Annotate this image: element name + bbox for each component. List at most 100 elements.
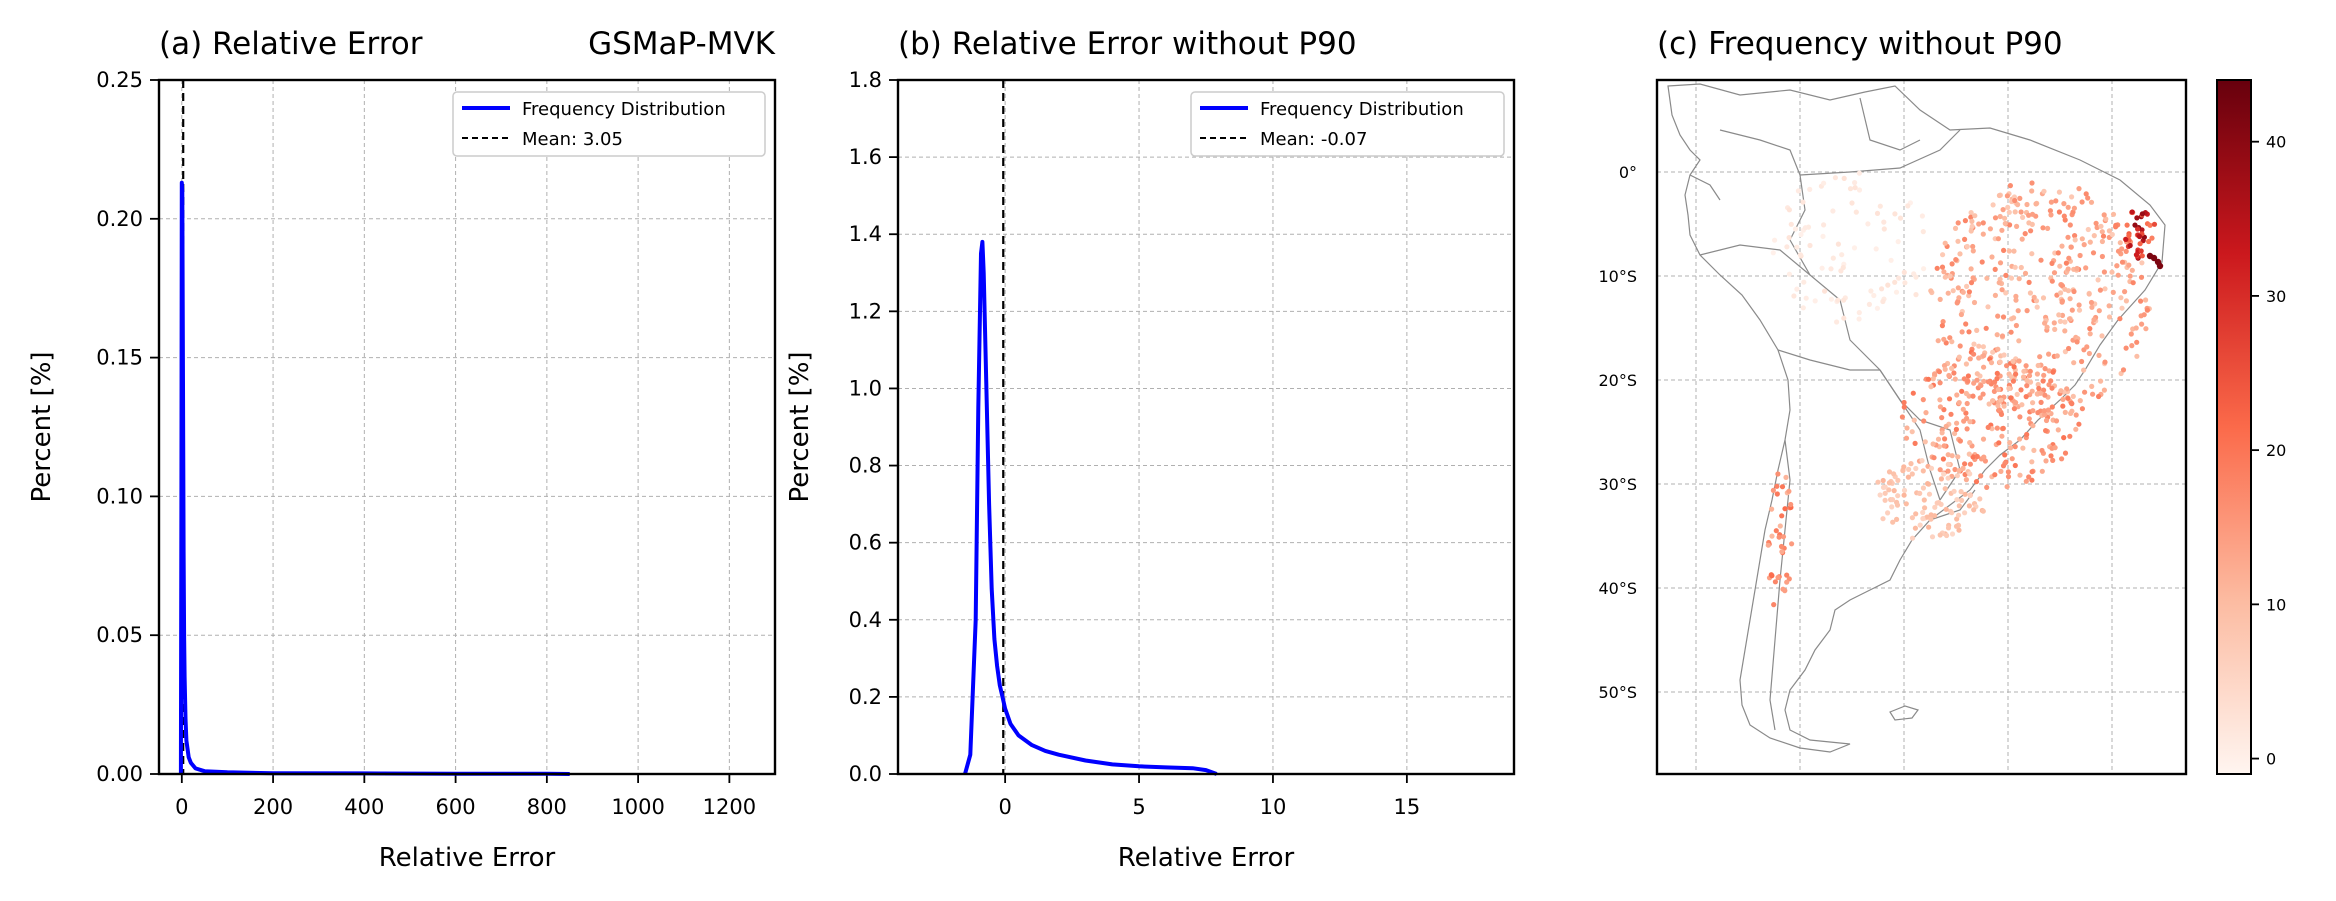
station-dot-510 xyxy=(1921,418,1927,424)
station-dot-778 xyxy=(1901,464,1907,470)
panel-a-ticks: 0 200 400 600 800 1000 1200 0.00 0.05 0.10 0.15 0.2… xyxy=(96,68,756,819)
station-dot-410 xyxy=(1984,275,1990,281)
station-dot-381 xyxy=(2002,220,2008,227)
station-dot-567 xyxy=(2005,474,2012,480)
station-dot-502 xyxy=(1952,376,1958,382)
station-dot-672 xyxy=(1963,390,1969,397)
station-dot-851 xyxy=(1919,213,1925,219)
station-dot-103 xyxy=(2065,234,2071,240)
station-dot-911 xyxy=(1780,586,1786,592)
station-dot-910 xyxy=(1786,488,1792,494)
station-dot-573 xyxy=(2013,400,2019,406)
border-peru-bolivia xyxy=(1699,244,1811,276)
station-dot-890 xyxy=(1784,572,1790,578)
station-dot-207 xyxy=(2057,263,2063,269)
station-dot-70 xyxy=(2076,307,2083,313)
station-dot-668 xyxy=(1964,400,1970,407)
station-dot-286 xyxy=(2081,367,2087,373)
station-dot-809 xyxy=(1879,286,1885,292)
station-dot-124 xyxy=(2029,251,2035,257)
station-dot-753 xyxy=(1889,497,1896,503)
station-dot-678 xyxy=(1998,397,2004,403)
station-dot-648 xyxy=(1974,453,1980,460)
map-area xyxy=(1657,80,2186,774)
station-dot-419 xyxy=(2061,201,2067,207)
station-dot-101 xyxy=(1974,327,1980,333)
station-dot-869 xyxy=(1874,210,1881,216)
station-dot-873 xyxy=(1770,250,1776,256)
station-dot-958 xyxy=(2132,222,2138,228)
station-dot-147 xyxy=(2082,389,2088,395)
station-dot-71 xyxy=(2062,319,2068,325)
station-dot-269 xyxy=(2000,207,2006,213)
station-dot-878 xyxy=(1835,297,1841,303)
station-dot-342 xyxy=(2106,314,2113,320)
station-dot-554 xyxy=(2062,409,2068,415)
station-dot-840 xyxy=(1819,265,1825,271)
station-dot-758 xyxy=(1909,535,1916,541)
b-ytick-label-0: 0.0 xyxy=(849,762,882,786)
station-dot-699 xyxy=(1885,510,1891,516)
station-dot-131 xyxy=(2069,307,2075,313)
station-dot-560 xyxy=(1965,373,1971,379)
station-dot-821 xyxy=(1856,316,1862,322)
station-dot-hot-3 xyxy=(2156,262,2164,270)
station-dot-891 xyxy=(1769,533,1775,539)
station-dot-308 xyxy=(2014,391,2020,397)
station-dot-847 xyxy=(1828,266,1834,272)
station-dot-900 xyxy=(1773,528,1779,534)
station-dot-517 xyxy=(2004,484,2010,490)
station-dot-174 xyxy=(1976,343,1982,349)
b-ytick-label-7: 1.4 xyxy=(849,222,882,246)
station-dot-87 xyxy=(2065,204,2071,210)
station-dot-28 xyxy=(2099,333,2105,339)
station-dot-473 xyxy=(2030,423,2036,429)
panel-a-legend-line-label: Frequency Distribution xyxy=(522,99,726,120)
panel-a-ylabel: Percent [%] xyxy=(27,351,57,502)
colorbar: 0 10 20 30 40 xyxy=(2216,79,2286,775)
station-dot-669 xyxy=(1994,376,2000,382)
station-dot-4 xyxy=(2059,243,2065,249)
station-dot-418 xyxy=(2090,250,2097,256)
station-dot-364 xyxy=(1953,257,1959,263)
station-dot-320 xyxy=(2119,246,2125,252)
station-dot-956 xyxy=(2139,211,2145,217)
panel-c-lat-ticks: 0° 10°S 20°S 30°S 40°S 50°S xyxy=(1598,163,1637,702)
station-dot-589 xyxy=(2049,385,2055,391)
station-dot-577 xyxy=(1998,411,2005,417)
station-dot-741 xyxy=(1954,473,1960,479)
station-dot-179 xyxy=(2098,223,2104,229)
station-dot-908 xyxy=(1779,549,1785,555)
station-dot-492 xyxy=(2027,368,2033,374)
station-dot-281 xyxy=(1977,395,1983,401)
station-dot-332 xyxy=(2026,212,2032,218)
station-dot-562 xyxy=(2030,408,2036,414)
station-dot-822 xyxy=(1921,266,1927,272)
station-dot-909 xyxy=(1775,574,1781,581)
station-dot-535 xyxy=(1962,461,1968,467)
station-dot-720 xyxy=(1942,486,1948,492)
station-dot-760 xyxy=(1951,488,1957,494)
station-dot-946 xyxy=(2123,236,2129,242)
station-dot-283 xyxy=(2045,225,2051,231)
station-dot-583 xyxy=(1935,436,1942,442)
station-dot-479 xyxy=(1952,430,1958,437)
station-dot-81 xyxy=(1987,226,1993,232)
station-dot-665 xyxy=(1994,425,2000,431)
station-dot-323 xyxy=(1974,377,1980,383)
station-dot-83 xyxy=(2034,304,2040,310)
station-dot-59 xyxy=(2109,269,2115,275)
station-dot-133 xyxy=(1945,290,1951,296)
station-dot-852 xyxy=(1868,288,1874,294)
station-dot-389 xyxy=(1935,338,1941,344)
station-dot-683 xyxy=(1929,534,1936,540)
colorbar-ticks: 0 10 20 30 40 xyxy=(2251,133,2286,769)
station-dot-734 xyxy=(1948,508,1954,514)
station-dot-449 xyxy=(1963,477,1969,483)
station-dot-608 xyxy=(1967,356,1973,362)
station-dot-216 xyxy=(2102,359,2108,365)
b-xtick-label-0: 0 xyxy=(998,795,1011,819)
station-dot-497 xyxy=(2017,472,2023,478)
station-dot-287 xyxy=(2003,290,2009,296)
station-dot-204 xyxy=(1939,323,1945,329)
